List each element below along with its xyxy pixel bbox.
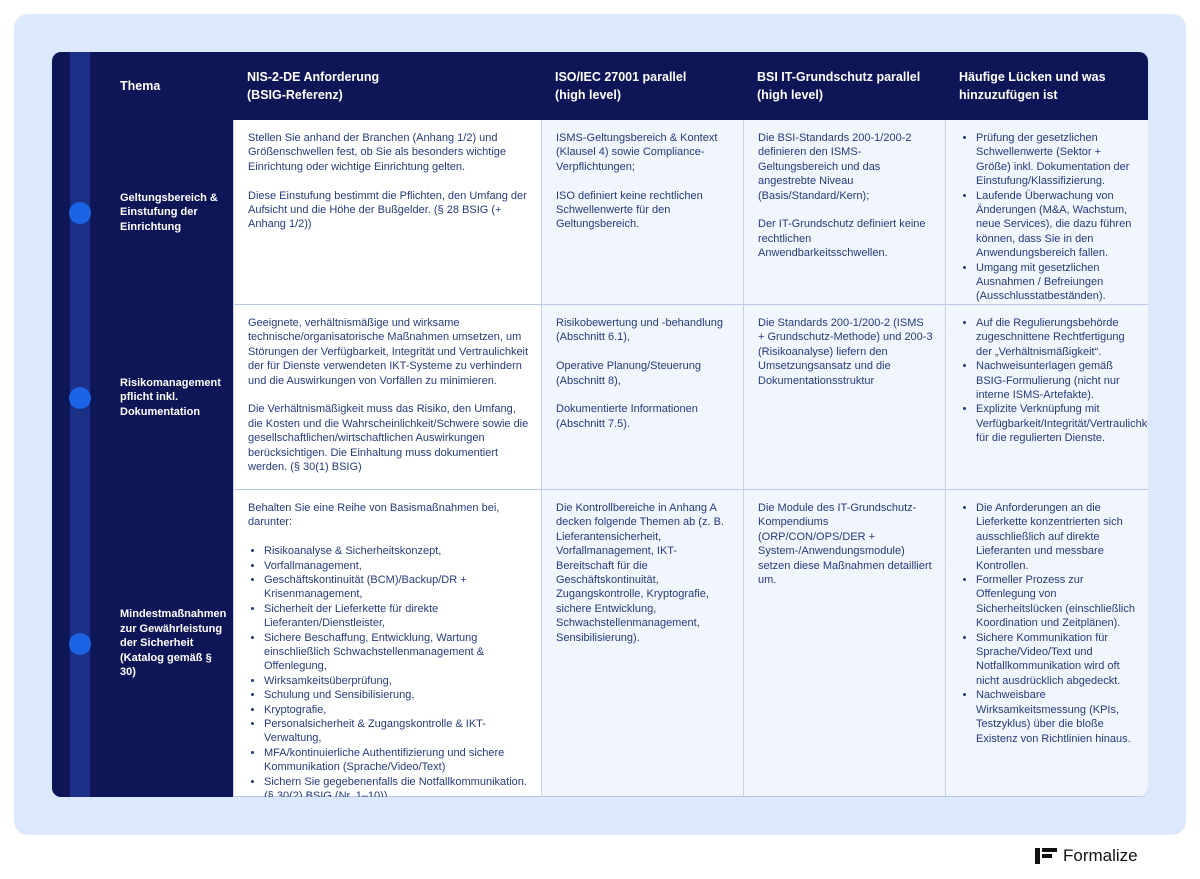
cell: Risikobewertung und -behandlung (Abschni… xyxy=(541,305,743,490)
cell: Stellen Sie anhand der Branchen (Anhang … xyxy=(233,120,541,305)
row-dot xyxy=(69,632,91,655)
paragraph: Die Verhältnismäßigkeit muss das Risiko,… xyxy=(248,403,529,474)
bullet-item: Wirksamkeitsüberprüfung, xyxy=(264,674,529,688)
bullet-item: Sichern Sie gegebenenfalls die Notfallko… xyxy=(264,775,529,797)
header-text: hinzuzufügen ist xyxy=(959,88,1058,102)
header-text: Thema xyxy=(120,79,161,93)
paragraph: Behalten Sie eine Reihe von Basismaßnahm… xyxy=(248,502,500,529)
bullet-list: Die Anforderungen an die Lieferkette kon… xyxy=(960,501,1136,746)
logo-text: Formalize xyxy=(1063,846,1138,865)
paragraph: ISMS-Geltungsbereich & Kontext (Klausel … xyxy=(556,132,718,173)
timeline-stripe xyxy=(70,52,90,797)
bullet-item: Schulung und Sensibilisierung, xyxy=(264,688,529,702)
cell: Die Kontrollbereiche in Anhang A decken … xyxy=(541,490,743,797)
theme-text: Geltungsbereich & Einstufung der Einrich… xyxy=(120,191,218,233)
paragraph: Diese Einstufung bestimmt die Pflichten,… xyxy=(248,189,527,231)
header-text: (high level) xyxy=(757,88,823,102)
bullet-item: Sichere Beschaffung, Entwicklung, Wartun… xyxy=(264,631,529,674)
header-cell: NIS-2-DE Anforderung (BSIG-Referenz) xyxy=(233,52,541,120)
theme-text: Risikomanagement pflicht inkl. Dokumenta… xyxy=(120,376,221,418)
header-cell: Häufige Lücken und was hinzuzufügen ist xyxy=(945,52,1148,120)
bullet-item: Laufende Überwachung von Änderungen (M&A… xyxy=(976,189,1136,261)
row-theme: Geltungsbereich & Einstufung der Einrich… xyxy=(120,120,228,305)
cell: Geeignete, verhältnismäßige und wirksame… xyxy=(233,305,541,490)
paragraph: Die Standards 200-1/200-2 (ISMS + Grunds… xyxy=(758,317,933,387)
header-text: NIS-2-DE Anforderung xyxy=(247,70,380,84)
paragraph: Der IT-Grundschutz definiert keine recht… xyxy=(758,218,926,260)
row-theme: Mindestmaßnahmen zur Gewährleistung der … xyxy=(120,490,228,797)
paragraph: Geeignete, verhältnismäßige und wirksame… xyxy=(248,317,529,387)
logo: Formalize xyxy=(1035,846,1138,866)
bullet-list: Prüfung der gesetzlichen Schwellenwerte … xyxy=(960,131,1136,304)
bullet-list: Auf die Regulierungsbehörde zugeschnitte… xyxy=(960,316,1148,446)
cell: Die Module des IT-Grundschutz-Kompendium… xyxy=(743,490,945,797)
bullet-item: Kryptografie, xyxy=(264,703,529,717)
bullet-item: Die Anforderungen an die Lieferkette kon… xyxy=(976,501,1136,573)
bullet-item: Vorfallmanagement, xyxy=(264,559,529,573)
paragraph: ISO definiert keine rechtlichen Schwelle… xyxy=(556,189,703,231)
bullet-item: Auf die Regulierungsbehörde zugeschnitte… xyxy=(976,316,1136,359)
cell: Prüfung der gesetzlichen Schwellenwerte … xyxy=(945,120,1148,305)
bullet-item: Sicherheit der Lieferkette für direkte L… xyxy=(264,602,529,631)
paragraph: Die Module des IT-Grundschutz-Kompendium… xyxy=(758,502,932,587)
paragraph: Risikobewertung und -behandlung (Abschni… xyxy=(556,317,723,344)
paragraph: Die BSI-Standards 200-1/200-2 definieren… xyxy=(758,132,912,202)
bullet-item: Geschäftskontinuität (BCM)/Backup/DR + K… xyxy=(264,573,529,602)
logo-icon xyxy=(1035,848,1057,864)
paragraph: Stellen Sie anhand der Branchen (Anhang … xyxy=(248,132,507,173)
header-cell: Thema xyxy=(106,52,219,120)
cell: Auf die Regulierungsbehörde zugeschnitte… xyxy=(945,305,1148,490)
header-cell: BSI IT-Grundschutz parallel (high level) xyxy=(743,52,945,120)
header-text: (BSIG-Referenz) xyxy=(247,88,343,102)
bullet-item: Prüfung der gesetzlichen Schwellenwerte … xyxy=(976,131,1136,189)
cell: Behalten Sie eine Reihe von Basismaßnahm… xyxy=(233,490,541,797)
header-cell: ISO/IEC 27001 parallel (high level) xyxy=(541,52,743,120)
bullet-item: Risikoanalyse & Sicherheitskonzept, xyxy=(264,544,529,558)
bullet-item: Formeller Prozess zur Offenlegung von Si… xyxy=(976,573,1136,631)
header-text: Häufige Lücken und was xyxy=(959,70,1106,84)
bullet-item: MFA/kontinuierliche Authentifizierung un… xyxy=(264,746,529,775)
paragraph: Operative Planung/Steuerung (Abschnitt 8… xyxy=(556,360,701,387)
header-text: ISO/IEC 27001 parallel xyxy=(555,70,687,84)
theme-text: Mindestmaßnahmen zur Gewährleistung der … xyxy=(120,608,227,679)
bullet-item: Sichere Kommunikation für Sprache/Video/… xyxy=(976,631,1136,689)
row-dot xyxy=(69,386,91,409)
cell: ISMS-Geltungsbereich & Kontext (Klausel … xyxy=(541,120,743,305)
paragraph: Die Kontrollbereiche in Anhang A decken … xyxy=(556,502,724,644)
cell: Die Anforderungen an die Lieferkette kon… xyxy=(945,490,1148,797)
table: Thema NIS-2-DE Anforderung (BSIG-Referenz)… xyxy=(52,52,1148,797)
bullet-item: Nachweisunterlagen gemäß BSIG-Formulieru… xyxy=(976,359,1136,402)
header-text: BSI IT-Grundschutz parallel xyxy=(757,70,921,84)
bullet-item: Personalsicherheit & Zugangskontrolle & … xyxy=(264,717,529,746)
row-dot xyxy=(69,201,91,224)
cell: Die Standards 200-1/200-2 (ISMS + Grunds… xyxy=(743,305,945,490)
bullet-item: Umgang mit gesetzlichen Ausnahmen / Befr… xyxy=(976,261,1136,304)
bullet-list: Risikoanalyse & Sicherheitskonzept,Vorfa… xyxy=(248,544,529,797)
cell: Die BSI-Standards 200-1/200-2 definieren… xyxy=(743,120,945,305)
header-text: (high level) xyxy=(555,88,621,102)
row-theme: Risikomanagement pflicht inkl. Dokumenta… xyxy=(120,305,228,490)
bullet-item: Nachweisbare Wirksamkeitsmessung (KPIs, … xyxy=(976,688,1136,746)
paragraph: Dokumentierte Informationen (Abschnitt 7… xyxy=(556,403,698,430)
bullet-item: Explizite Verknüpfung mit Verfügbarkeit/… xyxy=(976,402,1148,445)
